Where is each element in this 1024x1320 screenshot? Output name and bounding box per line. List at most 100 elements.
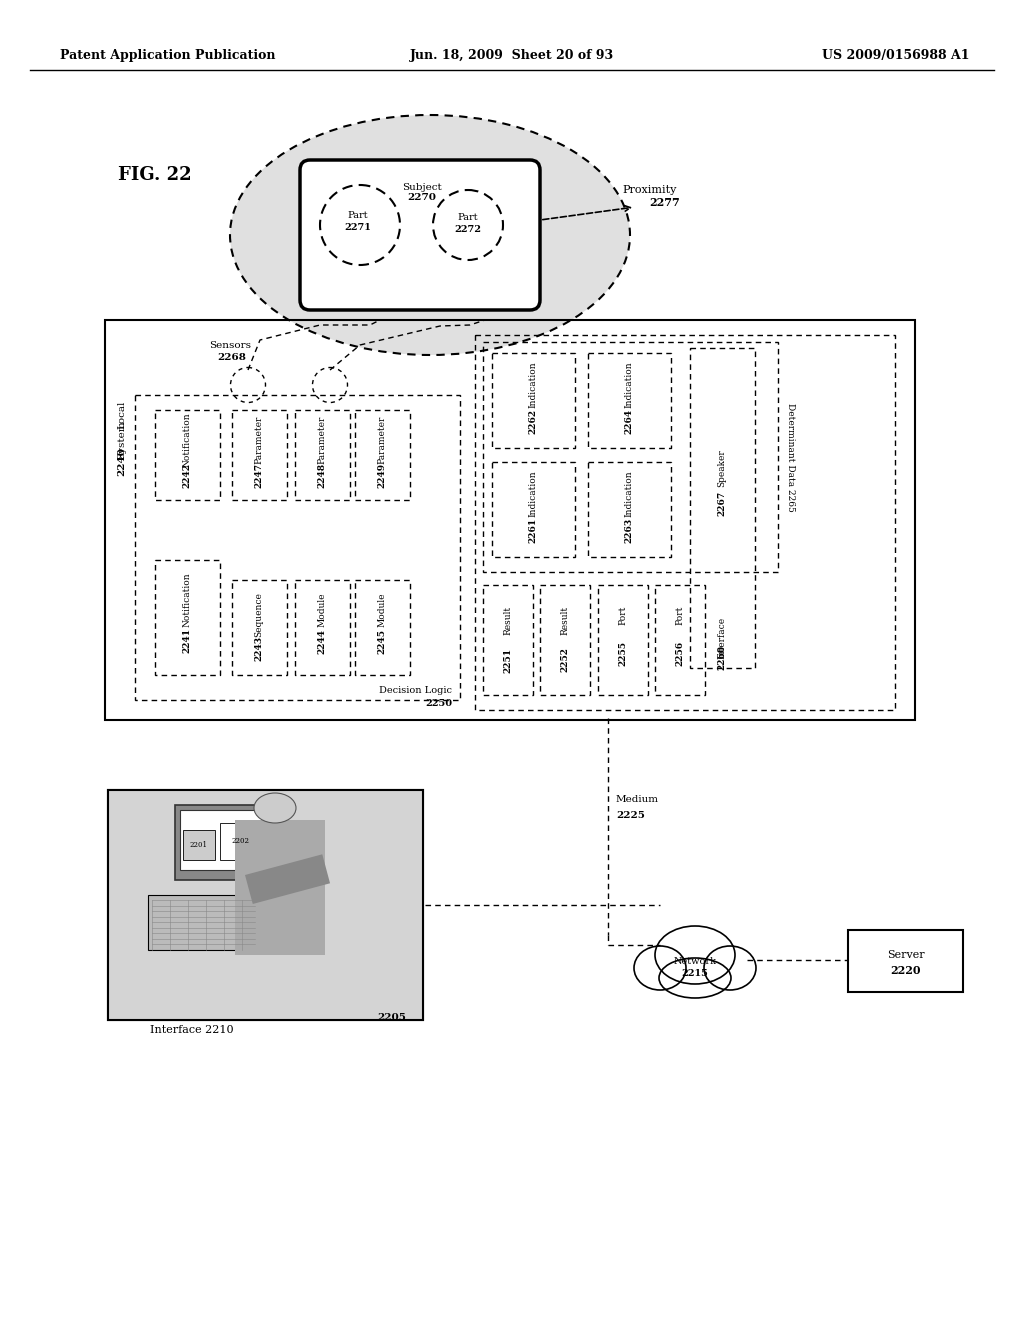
- Text: Module: Module: [317, 593, 327, 627]
- Text: 2243: 2243: [255, 635, 263, 660]
- Text: 2270: 2270: [408, 194, 436, 202]
- Text: Interface: Interface: [718, 616, 726, 659]
- Bar: [155, 411, 220, 500]
- Text: Port: Port: [618, 606, 628, 624]
- Bar: [355, 411, 410, 500]
- FancyBboxPatch shape: [300, 160, 540, 310]
- Text: FIG. 22: FIG. 22: [118, 166, 191, 183]
- Text: Module: Module: [378, 593, 386, 627]
- Text: 2255: 2255: [618, 640, 628, 665]
- Text: Subject: Subject: [402, 183, 442, 193]
- Bar: [295, 411, 350, 500]
- Text: US 2009/0156988 A1: US 2009/0156988 A1: [822, 49, 970, 62]
- Text: 2262: 2262: [528, 408, 538, 433]
- Bar: [135, 395, 460, 700]
- Text: 2250: 2250: [425, 700, 452, 708]
- Text: Result: Result: [560, 606, 569, 635]
- Bar: [245, 854, 330, 904]
- Text: Notification: Notification: [182, 413, 191, 467]
- Text: Interface 2210: Interface 2210: [150, 1026, 233, 1035]
- Bar: [475, 335, 895, 710]
- Text: Parameter: Parameter: [255, 416, 263, 465]
- Text: Sequence: Sequence: [255, 593, 263, 638]
- Text: Proximity: Proximity: [623, 185, 677, 195]
- Text: Local: Local: [118, 401, 127, 429]
- Text: Indication: Indication: [528, 362, 538, 408]
- Ellipse shape: [634, 946, 686, 990]
- Bar: [540, 585, 590, 696]
- Text: Medium: Medium: [616, 796, 659, 804]
- Bar: [220, 822, 260, 861]
- Text: 2247: 2247: [255, 462, 263, 487]
- Bar: [180, 810, 270, 870]
- Text: 2277: 2277: [649, 197, 680, 207]
- Bar: [155, 560, 220, 675]
- Text: Port: Port: [676, 606, 684, 624]
- Text: Decision Logic: Decision Logic: [379, 686, 452, 696]
- Bar: [655, 585, 705, 696]
- Text: 2241: 2241: [182, 627, 191, 652]
- Bar: [492, 462, 575, 557]
- Text: Indication: Indication: [625, 471, 634, 517]
- Text: Parameter: Parameter: [317, 416, 327, 465]
- Ellipse shape: [655, 927, 735, 983]
- Text: 2202: 2202: [231, 837, 249, 845]
- Text: 2251: 2251: [504, 647, 512, 673]
- Text: 2225: 2225: [616, 810, 645, 820]
- Bar: [105, 319, 915, 719]
- Bar: [232, 579, 287, 675]
- Text: Part: Part: [458, 213, 478, 222]
- Text: 2242: 2242: [182, 462, 191, 487]
- Bar: [234, 820, 325, 954]
- Text: 2271: 2271: [344, 223, 372, 231]
- Text: Indication: Indication: [528, 471, 538, 517]
- Text: 2244: 2244: [317, 630, 327, 655]
- Bar: [492, 352, 575, 447]
- Text: 2268: 2268: [217, 352, 247, 362]
- Bar: [355, 579, 410, 675]
- Bar: [483, 585, 534, 696]
- Bar: [295, 579, 350, 675]
- Ellipse shape: [705, 946, 756, 990]
- Bar: [175, 805, 275, 880]
- Text: Parameter: Parameter: [378, 416, 386, 465]
- Text: 2245: 2245: [378, 630, 386, 655]
- Text: Speaker: Speaker: [718, 449, 726, 487]
- Text: Indication: Indication: [625, 362, 634, 408]
- Text: 2272: 2272: [455, 224, 481, 234]
- Text: 2220: 2220: [890, 965, 921, 975]
- Text: Patent Application Publication: Patent Application Publication: [60, 49, 275, 62]
- Text: 2201: 2201: [190, 841, 208, 849]
- Text: 2249: 2249: [378, 462, 386, 487]
- Text: Jun. 18, 2009  Sheet 20 of 93: Jun. 18, 2009 Sheet 20 of 93: [410, 49, 614, 62]
- Text: 2261: 2261: [528, 517, 538, 543]
- Text: 2252: 2252: [560, 648, 569, 672]
- Bar: [690, 348, 755, 668]
- Text: Part: Part: [348, 210, 369, 219]
- Text: System: System: [118, 421, 127, 459]
- Text: 2263: 2263: [625, 517, 634, 543]
- Text: 2248: 2248: [317, 462, 327, 487]
- Bar: [148, 895, 258, 950]
- Text: 2256: 2256: [676, 640, 684, 665]
- Bar: [588, 352, 671, 447]
- Bar: [598, 585, 648, 696]
- Bar: [108, 789, 423, 1020]
- Text: 2260: 2260: [718, 645, 726, 671]
- Bar: [108, 789, 423, 1020]
- Ellipse shape: [254, 793, 296, 822]
- Text: 2205: 2205: [378, 1014, 407, 1023]
- Text: Server: Server: [887, 950, 925, 960]
- Text: Sensors: Sensors: [209, 341, 251, 350]
- Bar: [183, 830, 215, 861]
- Text: Result: Result: [504, 606, 512, 635]
- Text: Notification: Notification: [182, 573, 191, 627]
- Bar: [232, 411, 287, 500]
- Ellipse shape: [659, 958, 731, 998]
- Ellipse shape: [230, 115, 630, 355]
- Text: Network: Network: [674, 957, 717, 966]
- Text: 2240: 2240: [118, 447, 127, 477]
- Text: Determinant Data 2265: Determinant Data 2265: [785, 403, 795, 511]
- Bar: [848, 931, 963, 993]
- Text: 2267: 2267: [718, 491, 726, 516]
